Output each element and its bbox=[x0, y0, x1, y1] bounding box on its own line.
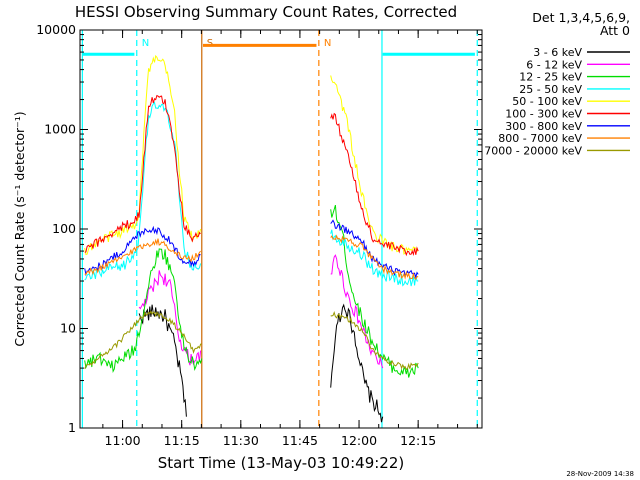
x-tick-label-4: 12:00 bbox=[341, 433, 377, 448]
legend-header-line-1: Det 1,3,4,5,6,9, bbox=[532, 10, 630, 25]
marker-label-1: S bbox=[207, 38, 213, 49]
timestamp: 28-Nov-2009 14:38 bbox=[566, 470, 634, 478]
plot-frame bbox=[79, 29, 483, 429]
legend-label-2: 12 - 25 keV bbox=[519, 71, 582, 84]
series-line-2 bbox=[84, 204, 419, 378]
legend-label-7: 800 - 7000 keV bbox=[498, 132, 582, 145]
marker-label-2: N bbox=[324, 38, 331, 49]
x-tick-label-5: 12:15 bbox=[400, 433, 436, 448]
series-line-3 bbox=[84, 101, 419, 287]
x-tick-label-3: 11:45 bbox=[282, 433, 318, 448]
y-tick-label-4: 10000 bbox=[36, 22, 76, 37]
series-line-6 bbox=[84, 219, 419, 279]
marker-label-0: N bbox=[142, 38, 149, 49]
series-line-4 bbox=[84, 54, 419, 255]
y-tick-label-3: 1000 bbox=[44, 122, 76, 137]
legend-label-0: 3 - 6 keV bbox=[533, 46, 582, 59]
x-tick-label-0: 11:00 bbox=[105, 433, 141, 448]
legend-label-1: 6 - 12 keV bbox=[526, 58, 582, 71]
axis-ticks: 1 10 100 1000 10000 11:00 11:15 11:30 11:45 12:00… bbox=[36, 22, 482, 448]
y-tick-label-0: 1 bbox=[68, 420, 76, 435]
series-line-8 bbox=[84, 310, 419, 371]
x-tick-label-2: 11:30 bbox=[223, 433, 259, 448]
chart-title: HESSI Observing Summary Count Rates, Cor… bbox=[75, 3, 457, 21]
legend-label-6: 300 - 800 keV bbox=[505, 120, 582, 133]
legend-header-line-2: Att 0 bbox=[600, 23, 630, 38]
y-axis-label: Corrected Count Rate (s⁻¹ detector⁻¹) bbox=[12, 111, 27, 346]
legend-label-8: 7000 - 20000 keV bbox=[484, 144, 582, 157]
x-axis-label: Start Time (13-May-03 10:49:22) bbox=[158, 454, 404, 472]
y-tick-label-2: 100 bbox=[52, 221, 76, 236]
series-line-7 bbox=[84, 234, 419, 281]
x-tick-label-1: 11:15 bbox=[164, 433, 200, 448]
series-line-5 bbox=[84, 94, 419, 257]
legend-label-4: 50 - 100 keV bbox=[512, 95, 582, 108]
series-line-0 bbox=[138, 303, 384, 423]
y-tick-label-1: 10 bbox=[60, 321, 76, 336]
legend-label-3: 25 - 50 keV bbox=[519, 83, 582, 96]
legend-label-5: 100 - 300 keV bbox=[505, 108, 582, 121]
